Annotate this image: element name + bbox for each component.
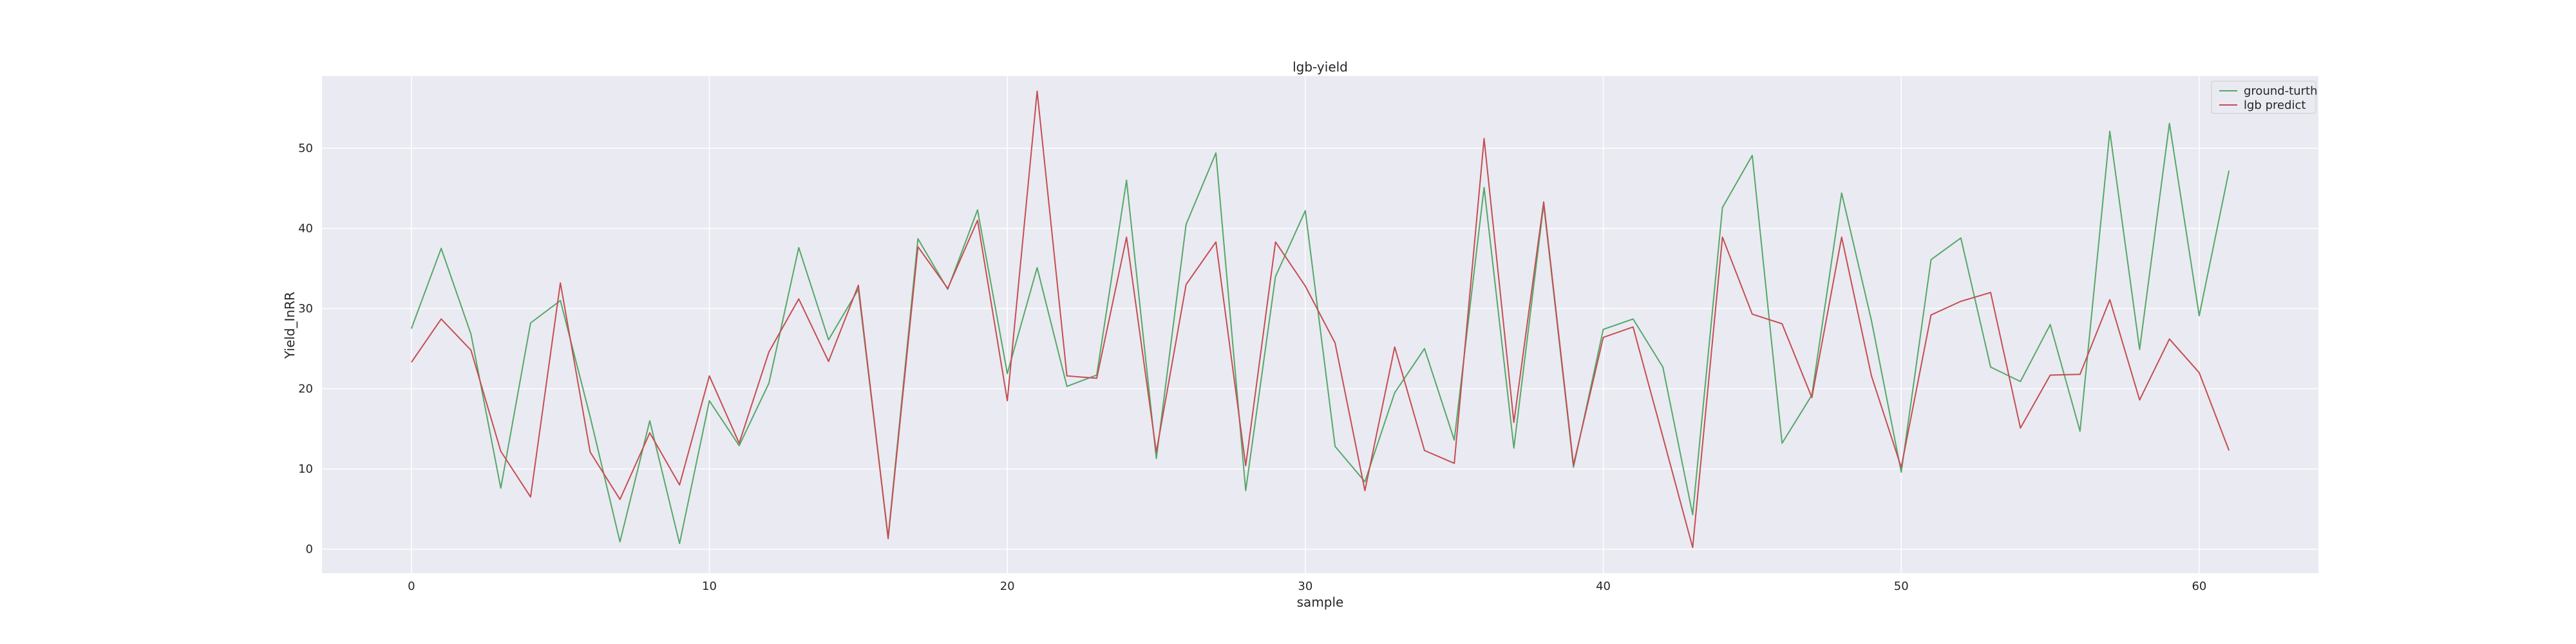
grid-lines	[322, 76, 2318, 573]
legend-box	[2211, 80, 2316, 114]
y-axis-label: Yield_InRR	[282, 292, 298, 359]
x-tick-label: 60	[2192, 580, 2206, 593]
y-tick-label: 50	[298, 142, 313, 155]
series-line-lgb-predict	[410, 90, 2230, 549]
legend-label-ground-turth: ground-turth	[2244, 84, 2318, 98]
x-tick-labels: 0 10 20 30 40 50 60	[408, 580, 2206, 593]
y-tick-label: 0	[306, 543, 313, 556]
x-tick-label: 0	[408, 580, 415, 593]
y-tick-label: 10	[298, 462, 313, 476]
x-tick-label: 30	[1298, 580, 1312, 593]
series-layer	[410, 90, 2230, 549]
series-line-ground-turth	[410, 122, 2230, 544]
legend-label-lgb-predict: lgb predict	[2244, 99, 2306, 112]
y-tick-label: 20	[298, 383, 313, 396]
x-tick-label: 40	[1596, 580, 1611, 593]
x-tick-label: 10	[702, 580, 717, 593]
y-tick-label: 40	[298, 222, 313, 236]
chart-title: lgb-yield	[1293, 59, 1348, 75]
x-tick-label: 20	[1000, 580, 1015, 593]
x-axis-label: sample	[1297, 594, 1344, 610]
y-tick-label: 30	[298, 302, 313, 316]
x-tick-label: 50	[1894, 580, 1909, 593]
y-tick-labels: 0 10 20 30 40 50	[298, 142, 313, 556]
legend: ground-turth lgb predict	[2211, 80, 2318, 114]
